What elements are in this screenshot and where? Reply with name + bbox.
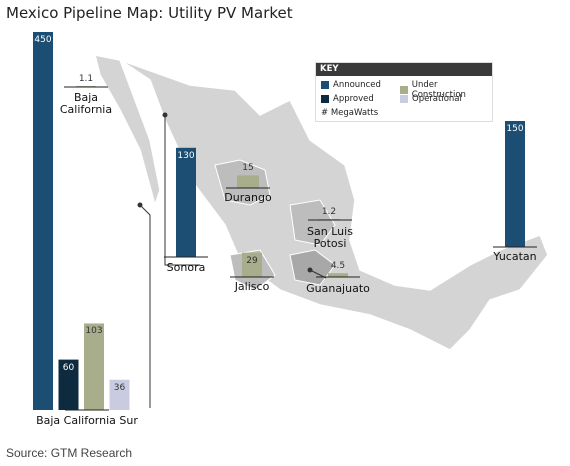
region-label: Baja California	[59, 91, 113, 116]
value-label: 4.5	[330, 261, 346, 272]
value-label: 150	[506, 124, 524, 134]
region-label: San Luis Potosi	[307, 225, 353, 250]
key-title: KEY	[316, 63, 492, 76]
bar	[84, 323, 104, 410]
source: Source: GTM Research	[6, 446, 133, 460]
leader-line	[139, 204, 151, 408]
key-unit: # MegaWatts	[321, 108, 379, 118]
region-label: Guanajuato	[306, 282, 370, 295]
key-swatch	[321, 95, 329, 103]
title: Mexico Pipeline Map: Utility PV Market	[6, 4, 293, 22]
bar	[242, 252, 262, 277]
key-item: Operational	[400, 94, 462, 104]
baja-peninsula	[93, 54, 161, 208]
leader-dot	[307, 267, 313, 273]
value-label: 29	[246, 255, 258, 266]
key-item: Approved	[321, 94, 374, 104]
key-item: Announced	[321, 80, 381, 90]
region-label: Yucatan	[493, 250, 537, 263]
leader-dot	[162, 112, 168, 118]
region-label: Durango	[224, 191, 272, 204]
key-swatch	[321, 81, 329, 89]
bar	[58, 359, 79, 410]
key-label: Announced	[333, 80, 381, 90]
value-label: 450	[34, 35, 52, 45]
leader-line	[164, 115, 200, 266]
bar	[505, 121, 525, 247]
region-label: Baja California Sur	[36, 414, 138, 427]
bar	[33, 32, 53, 410]
bar	[318, 218, 340, 220]
value-label: 103	[85, 326, 103, 337]
value-label: 1.2	[321, 206, 337, 217]
value-label: 130	[177, 150, 195, 161]
value-label: 1.1	[78, 74, 94, 85]
leader-dot	[137, 202, 143, 208]
key-swatch	[400, 95, 408, 103]
region-label: Sonora	[166, 261, 206, 274]
key-label: Approved	[333, 94, 374, 104]
key: KEY Announced Approved Under Construction O…	[315, 62, 493, 122]
value-label: 60	[62, 362, 75, 373]
state-shape	[289, 249, 336, 286]
bar	[109, 379, 130, 410]
key-label: Under Construction	[411, 80, 466, 100]
bar	[237, 175, 259, 188]
value-label: 15	[242, 163, 254, 174]
bar	[328, 273, 348, 277]
state-shape	[289, 199, 336, 246]
value-label: 36	[113, 382, 126, 393]
bar	[176, 147, 196, 257]
key-label: Operational	[412, 94, 462, 104]
key-swatch	[400, 86, 408, 94]
key-item: Under Construction	[400, 80, 492, 100]
region-label: Jalisco	[234, 280, 270, 293]
